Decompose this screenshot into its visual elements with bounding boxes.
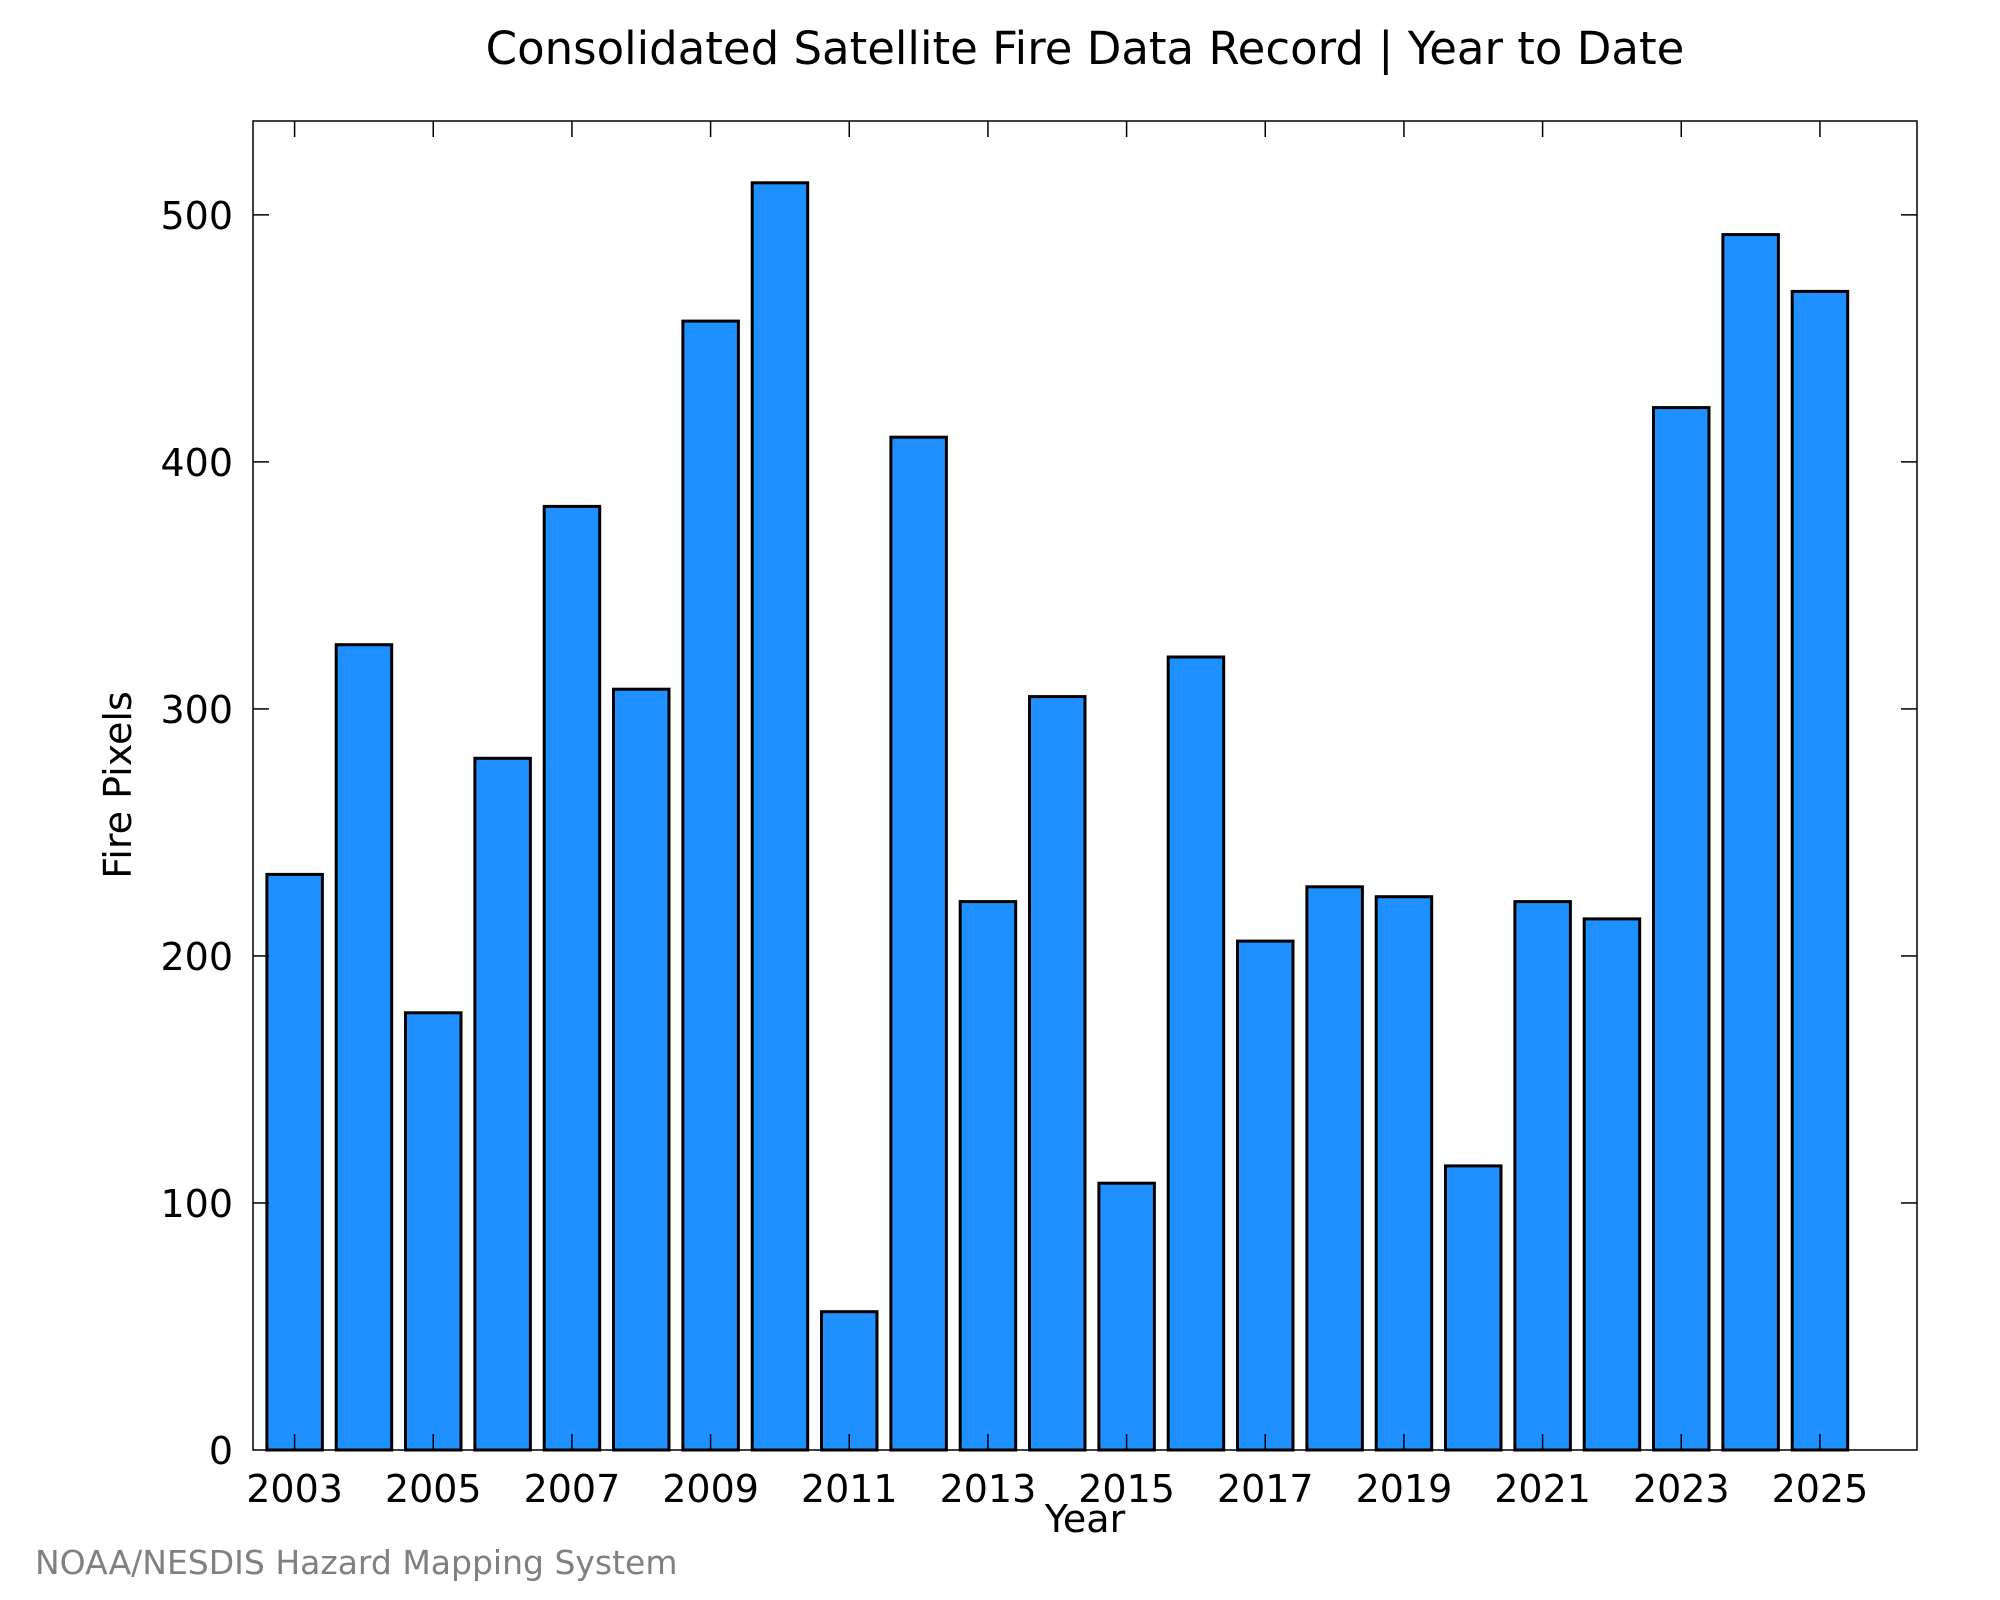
bar-2003 [265, 872, 324, 1452]
bar-2021 [1513, 900, 1572, 1452]
x-axis-label: Year [1044, 1497, 1126, 1541]
x-tick-label-2023: 2023 [1633, 1467, 1730, 1511]
bar-2017 [1236, 939, 1295, 1452]
bar-2012 [889, 435, 948, 1452]
bar-2008 [612, 687, 671, 1452]
plot-frame [252, 120, 1918, 1451]
x-ticks-group: 2003 2005 2007 2009 2011 2013 2015 2017 2019 2021… [246, 121, 1868, 1511]
y-tick-label-0: 0 [209, 1429, 233, 1473]
x-tick-label-2015: 2015 [1078, 1467, 1175, 1511]
bar-2018 [1305, 885, 1364, 1452]
credit-text: NOAA/NESDIS Hazard Mapping System [35, 1543, 678, 1582]
bar-2009 [681, 319, 740, 1452]
bar-2011 [820, 1310, 879, 1452]
bar-2013 [958, 900, 1018, 1452]
x-tick-label-2009: 2009 [662, 1467, 759, 1511]
x-tick-label-2007: 2007 [524, 1467, 621, 1511]
bar-2007 [542, 504, 602, 1452]
y-tick-label-100: 100 [160, 1182, 233, 1226]
bar-2004 [334, 643, 394, 1452]
y-tick-label-400: 400 [160, 441, 233, 485]
y-ticks-group: 0 100 200 300 400 500 [160, 194, 1917, 1473]
x-tick-label-2013: 2013 [940, 1467, 1037, 1511]
bar-2016 [1166, 655, 1226, 1452]
x-tick-label-2003: 2003 [246, 1467, 343, 1511]
x-tick-label-2021: 2021 [1494, 1467, 1591, 1511]
bar-2019 [1374, 895, 1434, 1452]
x-tick-label-2005: 2005 [385, 1467, 482, 1511]
y-tick-label-200: 200 [160, 935, 233, 979]
x-tick-label-2019: 2019 [1356, 1467, 1453, 1511]
y-tick-label-500: 500 [160, 194, 233, 238]
bar-2015 [1097, 1181, 1156, 1452]
bar-2005 [404, 1011, 463, 1452]
bars-group [265, 181, 1850, 1452]
bar-2023 [1652, 406, 1711, 1452]
bar-2020 [1444, 1164, 1503, 1452]
bar-2022 [1582, 917, 1642, 1452]
bar-2025 [1790, 289, 1850, 1452]
x-tick-label-2025: 2025 [1772, 1467, 1869, 1511]
bar-2006 [473, 756, 532, 1452]
bar-2014 [1028, 695, 1087, 1452]
y-tick-label-300: 300 [160, 688, 233, 732]
x-tick-label-2011: 2011 [801, 1467, 898, 1511]
bar-2010 [750, 181, 810, 1452]
x-tick-label-2017: 2017 [1217, 1467, 1314, 1511]
bar-2024 [1721, 233, 1780, 1452]
y-axis-label: Fire Pixels [96, 691, 140, 879]
chart-title: Consolidated Satellite Fire Data Record … [486, 22, 1685, 75]
